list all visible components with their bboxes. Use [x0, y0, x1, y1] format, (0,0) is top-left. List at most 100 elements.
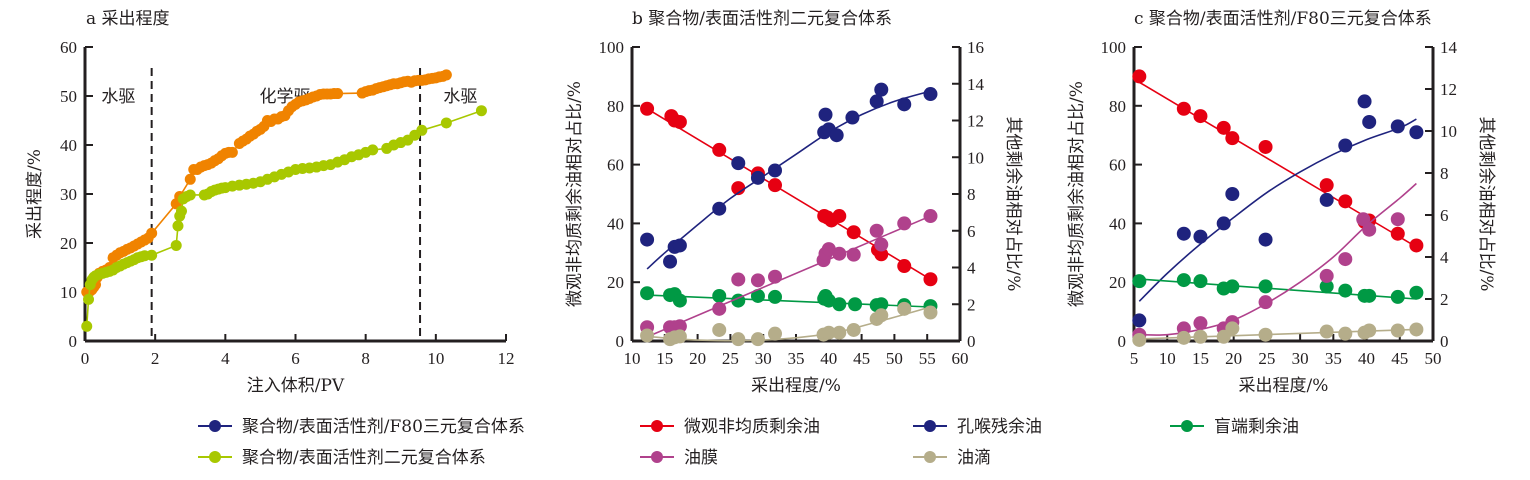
phase-annotation: 水驱	[101, 87, 135, 107]
x-tick-label: 15	[656, 349, 673, 368]
legend-item: 盲端剩余油	[1170, 417, 1299, 437]
data-point	[146, 227, 158, 239]
data-point	[440, 117, 452, 129]
data-point	[712, 301, 727, 316]
x-tick-label: 4	[221, 349, 230, 368]
data-point	[146, 249, 158, 261]
trend-line	[647, 306, 931, 342]
y-axis-label: 采出程度/%	[25, 149, 45, 239]
data-point	[731, 332, 746, 347]
data-point	[1319, 268, 1334, 283]
data-point	[1176, 101, 1191, 116]
y-tick-label: 20	[1109, 273, 1126, 292]
data-point	[672, 293, 687, 308]
y2-tick-label: 8	[1440, 164, 1449, 183]
x-tick-label: 12	[498, 349, 515, 368]
y2-tick-label: 12	[1440, 80, 1457, 99]
data-point	[869, 223, 884, 238]
x-tick-label: 6	[291, 349, 300, 368]
data-point	[1225, 279, 1240, 294]
series-line	[85, 109, 482, 327]
y-tick-label: 100	[599, 38, 625, 57]
y2-axis-label: 其他剩余油相对占比/%	[1003, 117, 1023, 292]
data-point	[672, 114, 687, 129]
data-point	[869, 94, 884, 109]
data-point	[1216, 120, 1231, 135]
data-point	[832, 246, 847, 261]
series-1	[1132, 94, 1424, 328]
y2-tick-label: 10	[1440, 122, 1457, 141]
y-tick-label: 0	[1118, 332, 1127, 351]
data-point	[1362, 222, 1377, 237]
data-point	[1193, 229, 1208, 244]
data-point	[1390, 212, 1405, 227]
data-point	[1362, 288, 1377, 303]
legend-item: 微观非均质剩余油	[640, 417, 820, 437]
data-point	[1216, 329, 1231, 344]
data-point	[367, 144, 379, 156]
legend-dot-marker	[209, 451, 221, 463]
data-point	[874, 247, 889, 262]
data-point	[1225, 321, 1240, 336]
data-point	[1225, 187, 1240, 201]
data-point	[475, 105, 487, 117]
data-point	[1338, 283, 1353, 298]
legend-label: 油滴	[957, 448, 991, 468]
y-axis-label: 微观非均质剩余油相对占比/%	[565, 81, 585, 307]
data-point	[1409, 238, 1424, 253]
x-tick-label: 10	[1159, 349, 1176, 368]
data-point	[1319, 192, 1334, 207]
y-tick-label: 80	[607, 97, 624, 116]
phase-annotation: 水驱	[443, 87, 477, 107]
data-point	[1176, 330, 1191, 345]
data-point	[1390, 323, 1405, 338]
data-point	[1338, 326, 1353, 341]
legend: 聚合物/表面活性剂/F80三元复合体系 微观非均质剩余油 孔喉残余油 盲端剩余油聚合物…	[198, 417, 1299, 468]
data-point	[1132, 69, 1147, 84]
data-point	[768, 326, 783, 341]
data-point	[1193, 329, 1208, 344]
series-3	[640, 209, 938, 337]
y2-tick-label: 4	[967, 259, 976, 278]
data-point	[1258, 232, 1273, 247]
y-tick-label: 0	[69, 332, 78, 351]
data-point	[1338, 252, 1353, 267]
data-point	[672, 238, 687, 253]
series-2	[1132, 273, 1424, 304]
data-point	[1338, 138, 1353, 153]
data-point	[712, 288, 727, 303]
series-0	[640, 101, 938, 287]
y-tick-label: 80	[1109, 97, 1126, 116]
panel-a: a 采出程度 0 2 4 6 8 10 12 0 10 20 30 40 50 60 注入体积/PV 采出程度/…	[25, 9, 515, 396]
data-point	[1193, 274, 1208, 289]
data-point	[832, 297, 847, 312]
x-tick-label: 50	[886, 349, 903, 368]
y2-tick-label: 12	[967, 112, 984, 131]
y-tick-label: 40	[60, 136, 77, 155]
data-point	[1176, 273, 1191, 288]
legend-item: 聚合物/表面活性剂/F80三元复合体系	[198, 417, 525, 437]
data-point	[768, 178, 783, 193]
y2-tick-label: 0	[967, 332, 976, 351]
data-point	[712, 322, 727, 337]
x-tick-label: 5	[1130, 349, 1139, 368]
data-point	[640, 286, 655, 301]
data-point	[416, 124, 428, 136]
data-point	[846, 247, 861, 262]
data-point	[1216, 216, 1231, 231]
data-point	[1390, 119, 1405, 134]
y2-tick-label: 10	[967, 148, 984, 167]
data-point	[731, 156, 746, 171]
data-point	[1338, 194, 1353, 209]
data-point	[768, 269, 783, 284]
data-point	[672, 319, 687, 334]
trend-line	[1138, 118, 1417, 302]
data-point	[1258, 139, 1273, 154]
x-tick-label: 40	[1358, 349, 1375, 368]
series-4	[1132, 321, 1424, 347]
x-tick-label: 20	[689, 349, 706, 368]
x-axis-label: 注入体积/PV	[247, 376, 345, 396]
x-tick-label: 30	[1292, 349, 1309, 368]
y-tick-label: 60	[60, 38, 77, 57]
